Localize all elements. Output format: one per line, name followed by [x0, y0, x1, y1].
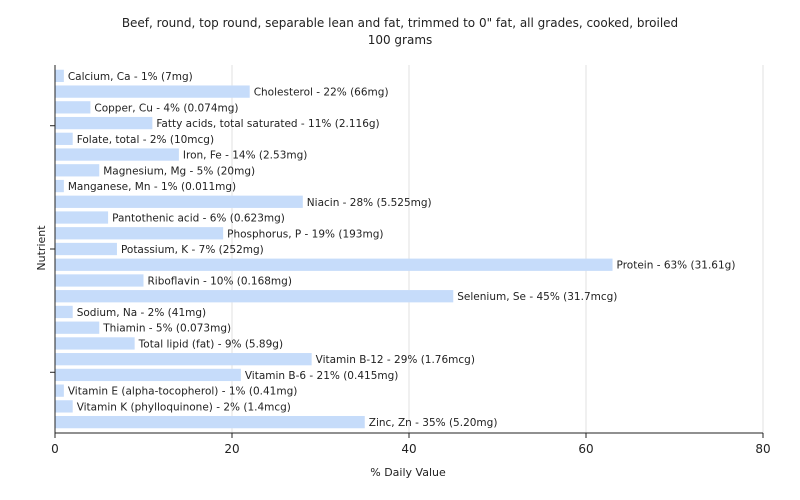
bar — [55, 305, 73, 319]
bar — [55, 179, 64, 193]
bar-label: Total lipid (fat) - 9% (5.89g) — [138, 338, 283, 350]
bar-label: Potassium, K - 7% (252mg) — [121, 244, 264, 256]
bar-label: Vitamin B-6 - 21% (0.415mg) — [245, 370, 399, 382]
bar-label: Vitamin B-12 - 29% (1.76mcg) — [316, 354, 475, 366]
bar — [55, 116, 153, 130]
bar-label: Calcium, Ca - 1% (7mg) — [68, 71, 193, 83]
bar — [55, 415, 365, 429]
y-axis-label: Nutrient — [35, 225, 48, 271]
chart-subtitle: 100 grams — [368, 33, 433, 47]
bar-label: Folate, total - 2% (10mcg) — [77, 134, 214, 146]
bar-label: Riboflavin - 10% (0.168mg) — [148, 275, 292, 287]
bar — [55, 69, 64, 83]
x-tick-label: 0 — [51, 442, 59, 456]
bar — [55, 85, 250, 98]
bar-label: Sodium, Na - 2% (41mg) — [77, 307, 206, 319]
x-tick-label: 20 — [224, 442, 239, 456]
bar — [55, 400, 73, 413]
bar-label: Selenium, Se - 45% (31.7mcg) — [457, 291, 617, 303]
bar-label: Cholesterol - 22% (66mg) — [254, 87, 389, 99]
x-axis-label: % Daily Value — [370, 466, 446, 479]
bar-label: Fatty acids, total saturated - 11% (2.11… — [156, 118, 379, 130]
bar — [55, 353, 312, 366]
bar — [55, 384, 64, 397]
bar — [55, 290, 454, 303]
bar — [55, 368, 241, 382]
bar-label: Pantothenic acid - 6% (0.623mg) — [112, 213, 285, 225]
bar — [55, 242, 117, 256]
chart-title: Beef, round, top round, separable lean a… — [122, 16, 678, 30]
bar — [55, 211, 109, 224]
bar — [55, 258, 613, 271]
bar — [55, 101, 91, 114]
bar-label: Iron, Fe - 14% (2.53mg) — [183, 150, 307, 162]
x-tick-label: 40 — [401, 442, 416, 456]
bar-label: Protein - 63% (31.61g) — [617, 260, 736, 272]
bar — [55, 337, 135, 350]
bar-label: Vitamin E (alpha-tocopherol) - 1% (0.41m… — [68, 386, 298, 398]
bar — [55, 132, 73, 145]
bar-label: Vitamin K (phylloquinone) - 2% (1.4mcg) — [77, 401, 291, 413]
bar-label: Thiamin - 5% (0.073mg) — [102, 323, 231, 335]
bar-label: Magnesium, Mg - 5% (20mg) — [103, 165, 255, 177]
x-axis-ticks: 0 20 40 60 80 — [50, 125, 771, 456]
bar-label: Phosphorus, P - 19% (193mg) — [227, 228, 383, 240]
bar — [55, 227, 224, 240]
x-tick-label: 60 — [578, 442, 593, 456]
bars: Calcium, Ca - 1% (7mg) Cholesterol - 22% … — [55, 69, 736, 429]
bar — [55, 164, 100, 177]
bar-label: Manganese, Mn - 1% (0.011mg) — [68, 181, 236, 193]
bar — [55, 321, 100, 334]
bar-label: Copper, Cu - 4% (0.074mg) — [94, 102, 238, 114]
x-tick-label: 80 — [755, 442, 770, 456]
bar — [55, 148, 179, 161]
bar-label: Zinc, Zn - 35% (5.20mg) — [369, 417, 498, 429]
bar — [55, 274, 144, 287]
bar-label: Niacin - 28% (5.525mg) — [307, 197, 432, 209]
bar — [55, 195, 303, 208]
